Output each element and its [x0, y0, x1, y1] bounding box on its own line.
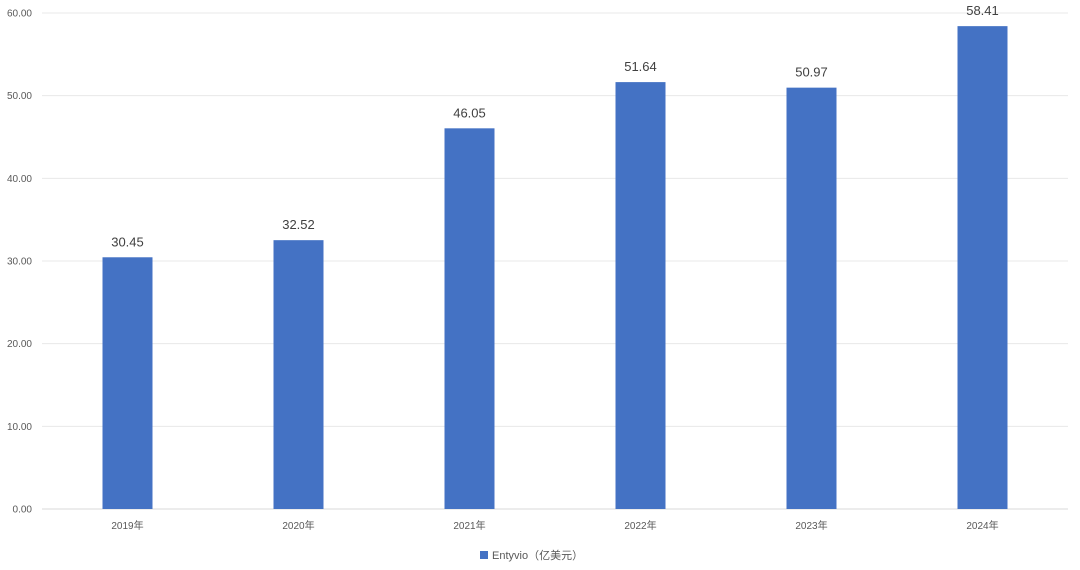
x-tick-label: 2023年 [795, 519, 827, 532]
bar[interactable] [273, 240, 324, 509]
y-tick-label: 30.00 [7, 257, 32, 268]
y-tick-label: 10.00 [7, 422, 32, 433]
legend[interactable]: Entyvio（亿美元） [480, 549, 583, 562]
x-tick-label: 2019年 [111, 519, 143, 532]
y-tick-label: 60.00 [7, 9, 32, 20]
x-tick-label: 2020年 [282, 519, 314, 532]
data-label: 46.05 [453, 105, 486, 120]
bar[interactable] [444, 128, 495, 509]
legend-label: Entyvio（亿美元） [492, 549, 583, 562]
data-labels: 30.45 32.52 46.05 51.64 50.97 58.41 [111, 3, 999, 249]
x-axis-ticks: 2019年 2020年 2021年 2022年 2023年 2024年 [111, 519, 998, 532]
bars [102, 26, 1008, 509]
data-label: 32.52 [282, 217, 315, 232]
gridlines [42, 12, 1068, 510]
data-label: 30.45 [111, 234, 144, 249]
x-tick-label: 2024年 [966, 519, 998, 532]
bar[interactable] [102, 257, 153, 509]
y-tick-label: 0.00 [13, 505, 33, 516]
data-label: 51.64 [624, 59, 657, 74]
x-tick-label: 2021年 [453, 519, 485, 532]
data-label: 50.97 [795, 65, 828, 80]
bar[interactable] [786, 87, 837, 509]
y-tick-label: 20.00 [7, 339, 32, 350]
bar[interactable] [615, 82, 666, 509]
y-axis-ticks: 0.00 10.00 20.00 30.00 40.00 50.00 60.00 [7, 9, 32, 516]
data-label: 58.41 [966, 3, 999, 18]
legend-swatch [480, 551, 488, 559]
y-tick-label: 50.00 [7, 91, 32, 102]
y-tick-label: 40.00 [7, 174, 32, 185]
x-tick-label: 2022年 [624, 519, 656, 532]
bar[interactable] [957, 26, 1008, 509]
